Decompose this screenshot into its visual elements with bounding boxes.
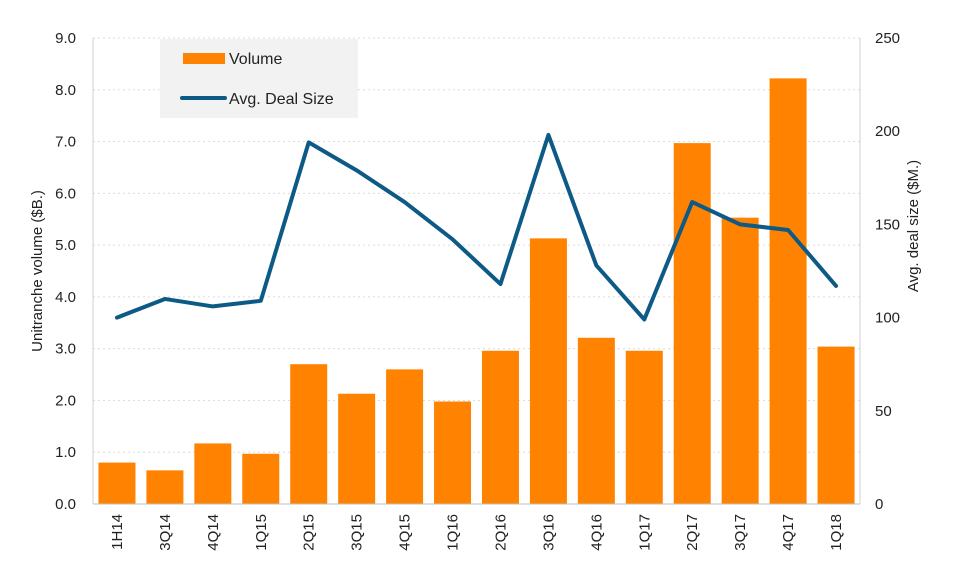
x-tick-label: 1Q15 (253, 514, 270, 551)
avg-deal-size-point (690, 200, 694, 204)
avg-deal-size-point (546, 133, 550, 137)
x-tick-label: 4Q17 (780, 514, 797, 551)
y2-tick-label: 100 (875, 310, 900, 327)
volume-bar (673, 143, 711, 504)
axis-layer: 0.0 1.0 2.0 3.0 4.0 5.0 6.0 7.0 8.0 9.0 0 50 100 150 2… (55, 30, 900, 551)
volume-bar (98, 462, 136, 504)
y2-tick-label: 250 (875, 30, 900, 47)
volume-bar (721, 217, 759, 504)
y-tick-label: 8.0 (55, 82, 76, 99)
volume-bar (242, 453, 280, 504)
avg-deal-size-point (786, 228, 790, 232)
avg-deal-size-point (403, 200, 407, 204)
volume-bar (769, 78, 807, 505)
y-tick-label: 7.0 (55, 134, 76, 151)
legend-volume-swatch (183, 53, 225, 64)
volume-bar (817, 346, 855, 504)
y-tick-label: 2.0 (55, 392, 76, 409)
volume-bar (386, 369, 424, 504)
x-tick-label: 1Q16 (445, 514, 462, 551)
avg-deal-size-point (163, 297, 167, 301)
avg-deal-size-point (259, 299, 263, 303)
y-tick-label: 0.0 (55, 496, 76, 513)
volume-bar (481, 350, 519, 504)
x-tick-label: 2Q16 (492, 514, 509, 551)
bar-layer (98, 78, 855, 505)
x-tick-label: 4Q14 (205, 514, 222, 551)
volume-bar (434, 401, 472, 504)
y-tick-label: 3.0 (55, 341, 76, 358)
x-tick-label: 3Q17 (732, 514, 749, 551)
x-tick-label: 1Q18 (828, 514, 845, 551)
legend-avg-deal-size-label: Avg. Deal Size (229, 91, 334, 108)
y2-tick-label: 150 (875, 216, 900, 233)
y2-axis-title: Avg. deal size ($M.) (905, 160, 922, 292)
legend-background (160, 39, 358, 118)
x-tick-label: 3Q14 (157, 514, 174, 551)
volume-bar (625, 350, 663, 504)
x-tick-label: 1Q17 (636, 514, 653, 551)
avg-deal-size-point (834, 284, 838, 288)
x-tick-label: 4Q16 (588, 514, 605, 551)
x-tick-label: 3Q16 (540, 514, 557, 551)
avg-deal-size-point (738, 222, 742, 226)
legend-volume-label: Volume (229, 51, 282, 68)
avg-deal-size-point (594, 263, 598, 267)
legend: Volume Avg. Deal Size (160, 39, 358, 118)
volume-bar (338, 393, 376, 504)
avg-deal-size-point (307, 140, 311, 144)
volume-bar (146, 470, 184, 504)
avg-deal-size-line (114, 132, 839, 322)
x-tick-label: 1H14 (109, 514, 126, 550)
avg-deal-size-point (451, 237, 455, 241)
y-tick-label: 1.0 (55, 444, 76, 461)
y-axis-title: Unitranche volume ($B.) (29, 190, 46, 352)
line-layer (114, 132, 839, 322)
y-tick-label: 5.0 (55, 237, 76, 254)
y-tick-label: 9.0 (55, 30, 76, 47)
x-tick-label: 2Q15 (301, 514, 318, 551)
volume-bar (194, 443, 232, 504)
x-tick-label: 3Q15 (349, 514, 366, 551)
avg-deal-size-point (642, 317, 646, 321)
avg-deal-size-point (115, 316, 119, 320)
volume-bar (529, 238, 567, 504)
x-tick-label: 4Q15 (397, 514, 414, 551)
volume-bar (290, 364, 328, 504)
volume-bar (577, 337, 615, 504)
x-tick-label: 2Q17 (684, 514, 701, 551)
y-tick-label: 4.0 (55, 289, 76, 306)
y2-tick-label: 50 (875, 403, 892, 420)
avg-deal-size-point (498, 282, 502, 286)
y2-tick-label: 200 (875, 123, 900, 140)
y-tick-label: 6.0 (55, 185, 76, 202)
y2-tick-label: 0 (875, 496, 883, 513)
avg-deal-size-point (355, 168, 359, 172)
avg-deal-size-point (211, 304, 215, 308)
